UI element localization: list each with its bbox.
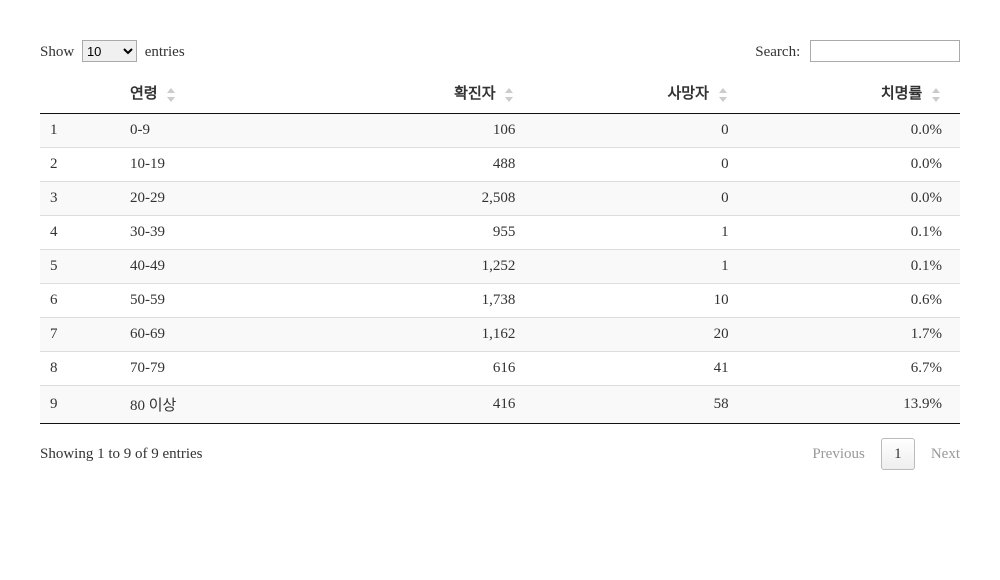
col-fatality[interactable]: 치명률 <box>747 72 960 114</box>
cell-index: 2 <box>40 148 120 182</box>
cell-index: 6 <box>40 284 120 318</box>
cell-index: 4 <box>40 216 120 250</box>
cell-index: 5 <box>40 250 120 284</box>
cell-age: 20-29 <box>120 182 320 216</box>
cell-confirmed: 106 <box>320 114 533 148</box>
sort-icon <box>505 88 515 102</box>
cell-deaths: 0 <box>533 182 746 216</box>
next-button[interactable]: Next <box>931 446 960 463</box>
cell-age: 0-9 <box>120 114 320 148</box>
cell-age: 40-49 <box>120 250 320 284</box>
cell-index: 3 <box>40 182 120 216</box>
col-fatality-label: 치명률 <box>881 86 922 102</box>
table-row: 430-3995510.1% <box>40 216 960 250</box>
cell-deaths: 0 <box>533 148 746 182</box>
cell-fatality: 0.0% <box>747 182 960 216</box>
col-deaths[interactable]: 사망자 <box>533 72 746 114</box>
cell-deaths: 10 <box>533 284 746 318</box>
table-controls: Show 10 entries Search: <box>40 40 960 62</box>
col-confirmed[interactable]: 확진자 <box>320 72 533 114</box>
cell-confirmed: 416 <box>320 386 533 424</box>
table-row: 320-292,50800.0% <box>40 182 960 216</box>
length-label: Show 10 entries <box>40 44 185 60</box>
length-suffix: entries <box>145 44 185 60</box>
length-select[interactable]: 10 <box>82 40 137 62</box>
cell-age: 70-79 <box>120 352 320 386</box>
table-footer: Showing 1 to 9 of 9 entries Previous 1 N… <box>40 438 960 470</box>
cell-age: 60-69 <box>120 318 320 352</box>
table-row: 540-491,25210.1% <box>40 250 960 284</box>
cell-deaths: 20 <box>533 318 746 352</box>
page-number[interactable]: 1 <box>881 438 915 470</box>
cell-fatality: 0.1% <box>747 216 960 250</box>
cell-index: 8 <box>40 352 120 386</box>
table-row: 650-591,738100.6% <box>40 284 960 318</box>
cell-fatality: 0.0% <box>747 114 960 148</box>
search-label-text: Search: <box>755 44 800 60</box>
table-info: Showing 1 to 9 of 9 entries <box>40 446 203 463</box>
cell-confirmed: 955 <box>320 216 533 250</box>
cell-deaths: 58 <box>533 386 746 424</box>
header-row: 연령 확진자 사망자 치명률 <box>40 72 960 114</box>
table-row: 760-691,162201.7% <box>40 318 960 352</box>
cell-fatality: 0.1% <box>747 250 960 284</box>
cell-fatality: 1.7% <box>747 318 960 352</box>
cell-index: 1 <box>40 114 120 148</box>
cell-deaths: 41 <box>533 352 746 386</box>
table-row: 980 이상4165813.9% <box>40 386 960 424</box>
col-age-label: 연령 <box>130 86 158 102</box>
cell-fatality: 13.9% <box>747 386 960 424</box>
col-age[interactable]: 연령 <box>120 72 320 114</box>
table-body: 10-910600.0%210-1948800.0%320-292,50800.… <box>40 114 960 424</box>
cell-fatality: 6.7% <box>747 352 960 386</box>
cell-confirmed: 616 <box>320 352 533 386</box>
cell-age: 50-59 <box>120 284 320 318</box>
cell-confirmed: 1,738 <box>320 284 533 318</box>
data-table: 연령 확진자 사망자 치명률 10-910600.0%210-1948800.0… <box>40 72 960 424</box>
cell-index: 7 <box>40 318 120 352</box>
sort-icon <box>167 88 177 102</box>
sort-icon <box>719 88 729 102</box>
pagination: Previous 1 Next <box>812 438 960 470</box>
col-confirmed-label: 확진자 <box>454 86 495 102</box>
table-row: 870-79616416.7% <box>40 352 960 386</box>
search-input[interactable] <box>810 40 960 62</box>
cell-confirmed: 1,252 <box>320 250 533 284</box>
cell-fatality: 0.0% <box>747 148 960 182</box>
cell-age: 80 이상 <box>120 386 320 424</box>
cell-deaths: 1 <box>533 250 746 284</box>
cell-fatality: 0.6% <box>747 284 960 318</box>
col-index[interactable] <box>40 72 120 114</box>
cell-deaths: 1 <box>533 216 746 250</box>
search-control: Search: <box>755 40 960 62</box>
cell-deaths: 0 <box>533 114 746 148</box>
table-row: 10-910600.0% <box>40 114 960 148</box>
cell-age: 30-39 <box>120 216 320 250</box>
previous-button[interactable]: Previous <box>812 446 865 463</box>
search-label: Search: <box>755 44 960 60</box>
length-control: Show 10 entries <box>40 40 185 62</box>
cell-confirmed: 488 <box>320 148 533 182</box>
table-row: 210-1948800.0% <box>40 148 960 182</box>
length-prefix: Show <box>40 44 74 60</box>
col-deaths-label: 사망자 <box>668 86 709 102</box>
cell-confirmed: 2,508 <box>320 182 533 216</box>
cell-age: 10-19 <box>120 148 320 182</box>
cell-index: 9 <box>40 386 120 424</box>
sort-icon <box>932 88 942 102</box>
cell-confirmed: 1,162 <box>320 318 533 352</box>
